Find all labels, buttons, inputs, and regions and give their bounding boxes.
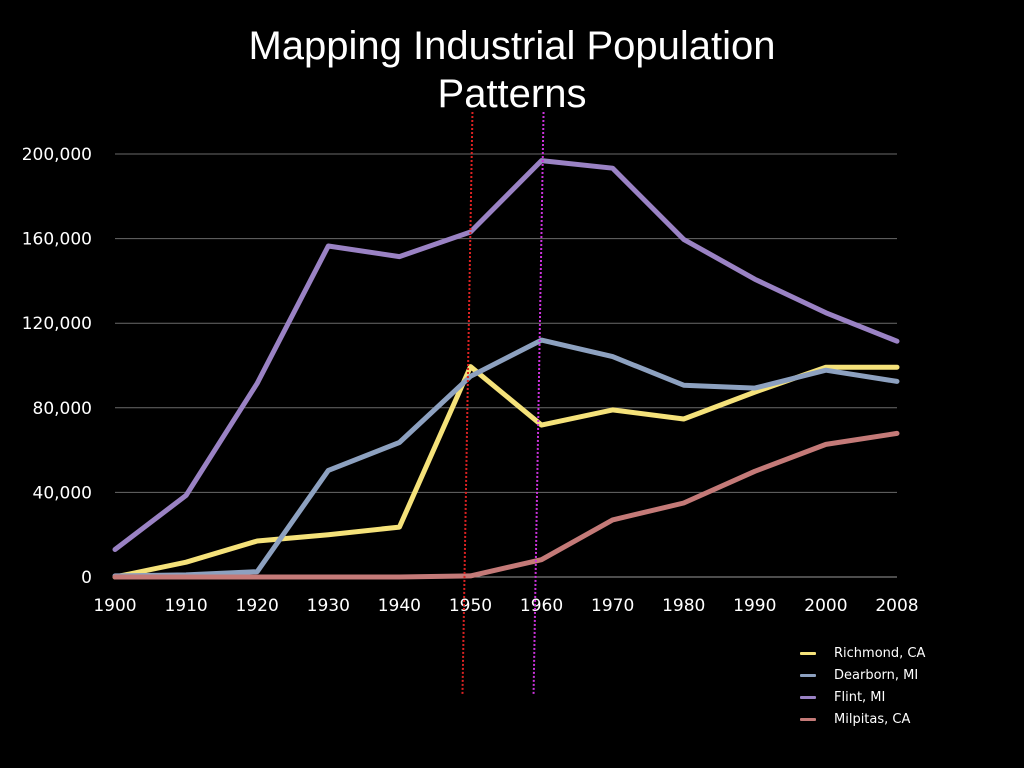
legend-label: Richmond, CA (834, 645, 926, 661)
legend-item: Milpitas, CA (800, 708, 1000, 730)
x-tick-label: 2008 (875, 596, 918, 616)
slide-title: Mapping Industrial Population Patterns (0, 22, 1024, 118)
x-tick-label: 1970 (591, 596, 634, 616)
y-tick-label: 0 (81, 568, 92, 588)
y-tick-label: 80,000 (33, 399, 92, 419)
y-tick-label: 120,000 (22, 314, 92, 334)
x-tick-label: 1960 (520, 596, 563, 616)
x-tick-label: 1980 (662, 596, 705, 616)
legend-item: Richmond, CA (800, 642, 1000, 664)
y-tick-label: 40,000 (33, 483, 92, 503)
reference-line-1 (532, 111, 545, 696)
x-tick-label: 1990 (733, 596, 776, 616)
legend-swatch (800, 717, 816, 721)
x-tick-label: 1930 (307, 596, 350, 616)
chart-legend: Richmond, CA Dearborn, MI Flint, MI Milpita… (800, 642, 1000, 730)
y-tick-label: 200,000 (22, 145, 92, 165)
reference-line-0 (461, 111, 474, 696)
y-axis-ticks: 0 40,000 80,000 120,000 160,000 200,000 (22, 145, 92, 588)
x-tick-label: 1900 (93, 596, 136, 616)
slide-title-line-1: Mapping Industrial Population (248, 24, 776, 68)
chart-series (112, 158, 900, 580)
chart-grid (115, 153, 897, 578)
x-axis-ticks: 1900 1910 1920 1930 1940 1950 1960 1970 1980 1990… (93, 596, 918, 616)
legend-item: Dearborn, MI (800, 664, 1000, 686)
legend-label: Dearborn, MI (834, 667, 919, 683)
slide-title-line-2: Patterns (437, 72, 587, 116)
x-tick-label: 1910 (164, 596, 207, 616)
legend-swatch (800, 673, 816, 677)
reference-lines (461, 111, 545, 696)
y-tick-label: 160,000 (22, 230, 92, 250)
x-tick-label: 1950 (449, 596, 492, 616)
series-line-2 (112, 158, 900, 552)
series-line-0 (112, 364, 900, 580)
legend-swatch (800, 695, 816, 699)
legend-label: Milpitas, CA (834, 711, 911, 727)
legend-label: Flint, MI (834, 689, 886, 705)
x-tick-label: 2000 (804, 596, 847, 616)
x-tick-label: 1940 (378, 596, 421, 616)
series-line-1 (112, 337, 900, 579)
x-tick-label: 1920 (236, 596, 279, 616)
series-line-3 (112, 430, 900, 580)
legend-swatch (800, 651, 816, 655)
legend-item: Flint, MI (800, 686, 1000, 708)
